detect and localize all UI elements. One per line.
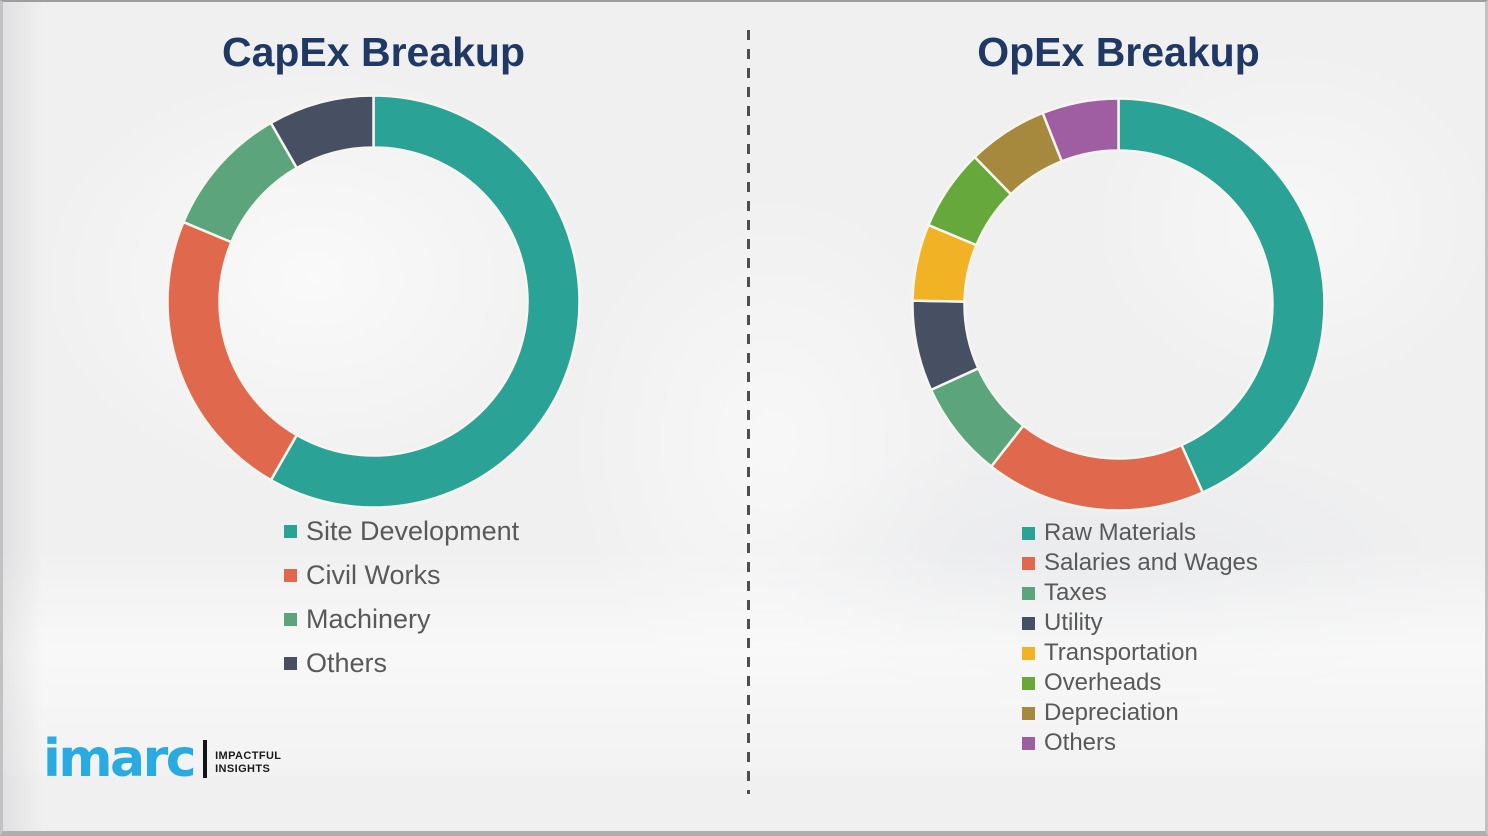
capex-legend-item-machinery: Machinery <box>284 597 519 641</box>
capex-legend-label-site-development: Site Development <box>306 515 520 546</box>
opex-chart-title: OpEx Breakup <box>977 29 1260 75</box>
capex-legend-label-civil-works: Civil Works <box>306 559 441 590</box>
opex-legend-item-raw-materials: Raw Materials <box>1022 518 1258 548</box>
logo-divider-bar <box>203 740 208 778</box>
opex-legend-label-taxes: Taxes <box>1044 579 1107 606</box>
logo-tagline: IMPACTFUL INSIGHTS <box>215 750 281 780</box>
opex-legend-swatch-depreciation <box>1022 706 1035 720</box>
capex-legend-swatch-machinery <box>284 612 297 626</box>
background-edge-shade <box>3 2 43 831</box>
capex-segment-others <box>269 94 375 170</box>
opex-legend-item-transportation: Transportation <box>1022 638 1258 668</box>
opex-legend-label-transportation: Transportation <box>1044 639 1198 666</box>
opex-legend-label-raw-materials: Raw Materials <box>1044 519 1197 546</box>
opex-legend-swatch-taxes <box>1022 586 1035 600</box>
capex-donut-chart <box>166 94 581 509</box>
opex-legend-item-overheads: Overheads <box>1022 668 1258 698</box>
logo-tagline-line1: IMPACTFUL <box>215 750 282 762</box>
vertical-dashed-divider <box>747 30 750 794</box>
opex-legend-item-others: Others <box>1022 728 1258 758</box>
capex-legend-item-others: Others <box>284 641 519 685</box>
opex-legend-label-depreciation: Depreciation <box>1044 699 1179 726</box>
opex-legend-swatch-overheads <box>1022 676 1035 690</box>
capex-legend-swatch-civil-works <box>284 568 297 582</box>
opex-segment-raw-materials <box>1117 97 1326 494</box>
opex-donut-svg <box>911 97 1326 512</box>
opex-legend-item-taxes: Taxes <box>1022 578 1258 608</box>
opex-legend-label-overheads: Overheads <box>1044 669 1162 696</box>
opex-legend-label-utility: Utility <box>1044 609 1103 636</box>
capex-legend-label-others: Others <box>306 647 388 678</box>
capex-legend: Site Development Civil Works Machinery Othe… <box>284 509 519 685</box>
opex-legend-item-salaries-and-wages: Salaries and Wages <box>1022 548 1258 578</box>
capex-segment-site-development <box>269 94 581 509</box>
capex-legend-item-site-development: Site Development <box>284 509 519 553</box>
opex-legend-label-salaries-and-wages: Salaries and Wages <box>1044 549 1258 576</box>
opex-legend-item-utility: Utility <box>1022 608 1258 638</box>
opex-legend-item-depreciation: Depreciation <box>1022 698 1258 728</box>
opex-segment-others <box>1041 97 1120 163</box>
capex-legend-swatch-site-development <box>284 524 297 538</box>
capex-segment-civil-works <box>166 220 299 482</box>
capex-legend-swatch-others <box>284 656 297 670</box>
capex-donut-svg <box>166 94 581 509</box>
capex-legend-item-civil-works: Civil Works <box>284 553 519 597</box>
opex-legend: Raw Materials Salaries and Wages Taxes Util… <box>1022 518 1258 758</box>
imarc-logo-wordmark: imarc <box>43 729 197 789</box>
opex-legend-swatch-others <box>1022 736 1035 750</box>
capex-legend-label-machinery: Machinery <box>306 603 431 634</box>
opex-legend-swatch-utility <box>1022 616 1035 630</box>
logo-tagline-line2: INSIGHTS <box>215 763 271 775</box>
imarc-logo: imarc IMPACTFUL INSIGHTS <box>43 729 281 789</box>
opex-segment-salaries-and-wages <box>989 424 1204 512</box>
opex-legend-swatch-salaries-and-wages <box>1022 556 1035 570</box>
opex-donut-chart <box>911 97 1326 512</box>
opex-legend-swatch-raw-materials <box>1022 526 1035 540</box>
capex-chart-title: CapEx Breakup <box>221 29 526 75</box>
opex-legend-label-others: Others <box>1044 729 1117 756</box>
opex-legend-swatch-transportation <box>1022 646 1035 660</box>
